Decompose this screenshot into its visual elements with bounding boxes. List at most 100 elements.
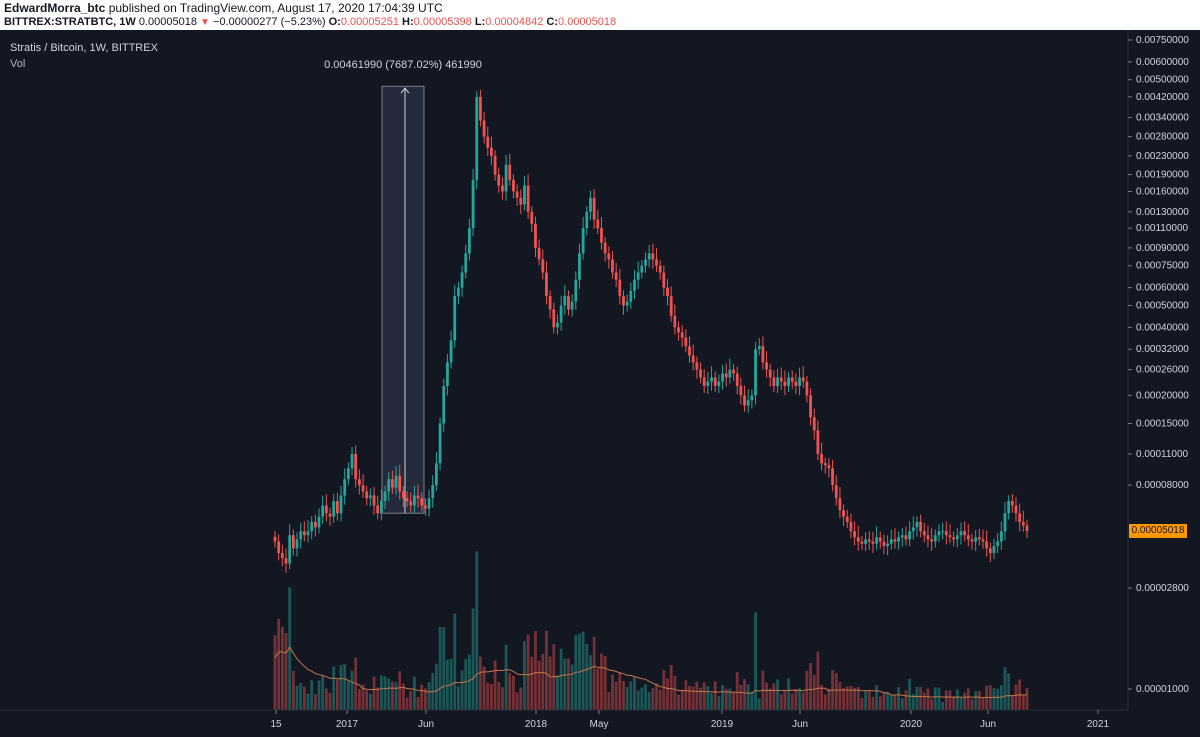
volume-bar <box>277 618 281 710</box>
volume-bar <box>332 666 336 710</box>
volume-bar <box>937 687 941 710</box>
y-tick-label: 0.00040000 <box>1136 322 1189 333</box>
candle-body <box>519 197 523 205</box>
candle-body <box>339 495 343 514</box>
candle-body <box>647 253 651 260</box>
candle-body <box>812 417 816 431</box>
candle-body <box>427 498 431 509</box>
volume-bar <box>768 688 772 710</box>
volume-bar <box>640 687 644 710</box>
author-name[interactable]: EdwardMorra_btc <box>4 1 106 15</box>
candle-body <box>750 395 754 401</box>
candle-body <box>574 279 578 302</box>
volume-bar <box>589 655 592 710</box>
candle-body <box>790 377 794 382</box>
candle-body <box>464 253 468 273</box>
candle-body <box>728 369 732 378</box>
y-tick-label: 0.00500000 <box>1136 75 1189 86</box>
y-tick-label: 0.00060000 <box>1136 283 1189 294</box>
volume-bar <box>346 680 350 710</box>
candle-body <box>446 362 449 386</box>
y-tick-label: 0.00190000 <box>1136 170 1189 181</box>
candle-body <box>622 296 625 306</box>
low-label: L: <box>474 16 486 28</box>
candle-body <box>691 355 695 363</box>
candle-body <box>772 377 776 386</box>
down-arrow-icon: ▼ <box>200 17 210 28</box>
volume-bar <box>732 691 735 710</box>
y-tick-label: 0.00160000 <box>1136 186 1189 197</box>
candle-body <box>860 541 864 544</box>
candle-body <box>321 505 325 517</box>
candle-body <box>537 247 541 260</box>
candle-body <box>578 253 581 280</box>
volume-bar <box>468 654 471 710</box>
volume-bar <box>350 670 354 710</box>
volume-bar <box>864 689 867 710</box>
volume-bar <box>1021 695 1025 710</box>
volume-bar <box>867 690 871 710</box>
volume-bar <box>739 684 743 710</box>
volume-bar <box>655 683 658 710</box>
volume-bar <box>306 693 310 710</box>
candle-body <box>1014 505 1018 514</box>
volume-bar <box>541 653 545 710</box>
volume-bar <box>779 694 783 710</box>
candle-body <box>350 453 354 469</box>
candle-body <box>757 346 761 350</box>
y-tick-label: 0.00050000 <box>1136 300 1189 311</box>
candle-body <box>603 242 607 254</box>
candle-body <box>1010 501 1014 506</box>
volume-bar <box>313 693 317 710</box>
candle-body <box>526 185 530 212</box>
candle-body <box>390 479 394 488</box>
candle-body <box>787 377 790 386</box>
volume-label[interactable]: Vol <box>10 58 26 70</box>
volume-bar <box>662 670 666 710</box>
volume-bar <box>845 686 849 710</box>
high-label: H: <box>402 16 414 28</box>
volume-bar <box>713 681 717 710</box>
candle-body <box>658 265 662 273</box>
candle-body <box>306 531 310 536</box>
candle-body <box>922 531 926 536</box>
volume-bar <box>798 688 801 710</box>
volume-bar <box>838 682 842 710</box>
volume-bar <box>816 651 820 710</box>
candle-body <box>930 539 934 542</box>
candle-body <box>354 453 358 480</box>
volume-bar <box>636 690 640 710</box>
volume-bar <box>302 686 306 710</box>
candle-body <box>878 537 882 542</box>
volume-bar <box>787 678 790 710</box>
x-tick-label: Jun <box>418 719 434 730</box>
publish-info: published on TradingView.com, August 17,… <box>108 1 443 15</box>
volume-bar <box>1025 688 1029 710</box>
candle-body <box>409 501 413 506</box>
volume-bar <box>537 660 541 710</box>
volume-bar <box>600 653 603 710</box>
candle-body <box>977 537 981 540</box>
candle-body <box>801 377 805 382</box>
candle-body <box>625 301 629 306</box>
series-title[interactable]: Stratis / Bitcoin, 1W, BITTREX <box>10 42 158 54</box>
candle-body <box>882 541 886 547</box>
candle-body <box>911 527 915 532</box>
candle-body <box>743 395 746 406</box>
volume-bar <box>523 641 526 710</box>
volume-bar <box>776 679 779 710</box>
volume-bar <box>915 686 919 710</box>
volume-bar <box>548 656 552 710</box>
candle-body <box>955 535 959 540</box>
volume-bar <box>335 679 339 710</box>
candle-body <box>280 553 284 559</box>
candle-body <box>556 322 559 328</box>
volume-bar <box>504 645 508 710</box>
candle-body <box>376 505 380 514</box>
candle-body <box>633 279 636 291</box>
volume-bar <box>801 692 805 710</box>
y-tick-label: 0.00032000 <box>1136 344 1189 355</box>
measure-box[interactable] <box>381 85 425 514</box>
candle-body <box>680 332 684 338</box>
